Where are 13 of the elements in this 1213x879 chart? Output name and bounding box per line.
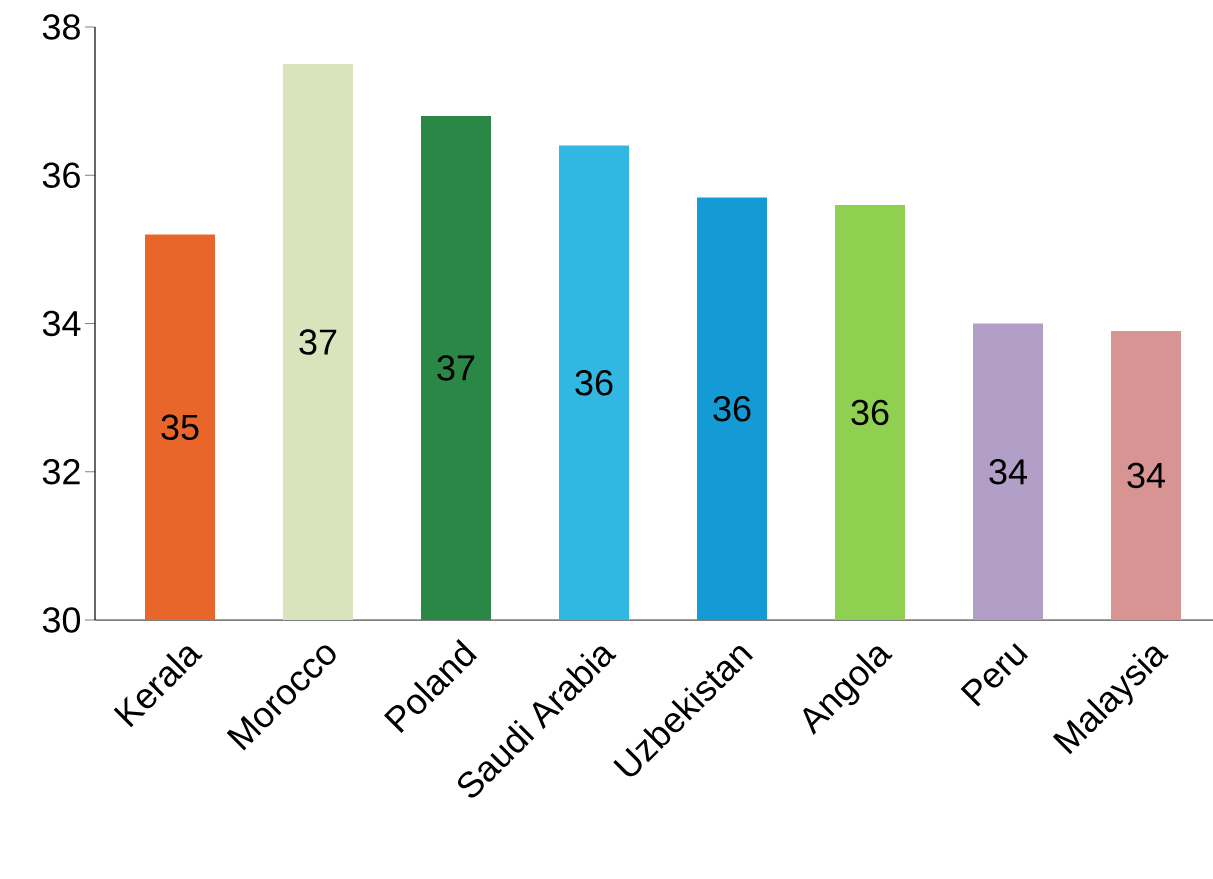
data-label: 37 bbox=[437, 355, 475, 381]
data-label: 36 bbox=[575, 370, 613, 396]
data-label: 36 bbox=[713, 396, 751, 422]
data-label: 34 bbox=[1127, 462, 1165, 489]
y-tick-label: 36 bbox=[42, 162, 80, 188]
y-tick-label: 32 bbox=[42, 459, 80, 485]
data-label: 36 bbox=[851, 399, 889, 426]
y-tick-label: 34 bbox=[42, 310, 81, 337]
data-label: 37 bbox=[299, 329, 337, 355]
y-tick-label: 30 bbox=[42, 607, 81, 633]
data-label: 35 bbox=[161, 414, 199, 441]
y-tick-label: 38 bbox=[42, 14, 80, 40]
data-label: 34 bbox=[989, 459, 1027, 485]
